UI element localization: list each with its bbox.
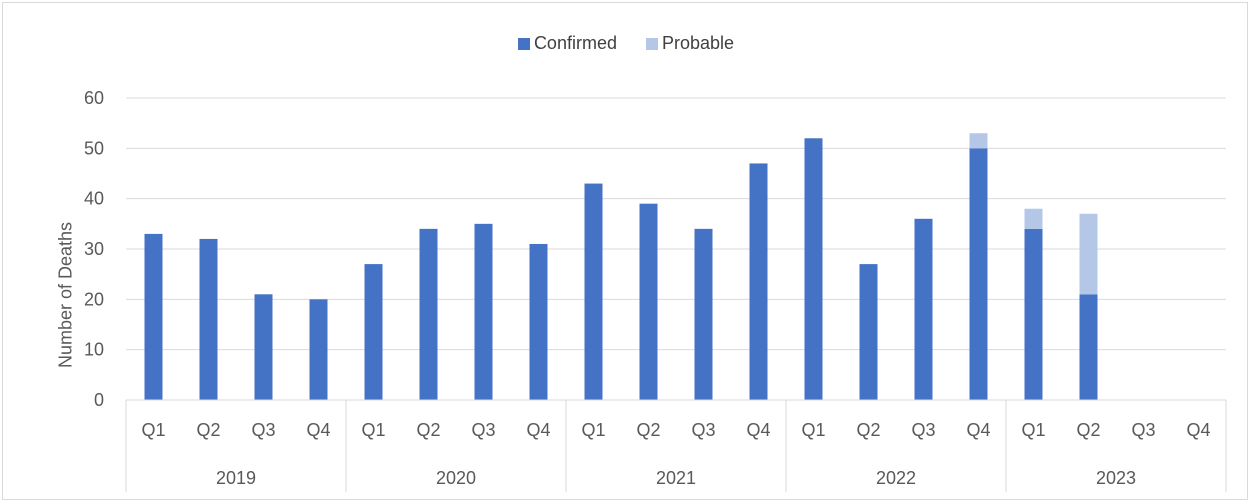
x-tick-label: Q4: [526, 420, 550, 440]
x-tick-label: Q2: [636, 420, 660, 440]
x-group-label: 2020: [436, 468, 476, 488]
chart-legend: Confirmed Probable: [0, 33, 1252, 55]
y-tick-label: 0: [94, 390, 104, 410]
x-tick-label: Q3: [471, 420, 495, 440]
y-tick-label: 10: [84, 340, 104, 360]
legend-label-confirmed: Confirmed: [533, 33, 617, 53]
bar-probable: [1079, 213, 1098, 295]
legend-swatch-confirmed: [517, 37, 530, 50]
bar-confirmed: [199, 238, 218, 400]
x-tick-label: Q4: [966, 420, 990, 440]
x-tick-label: Q3: [1131, 420, 1155, 440]
y-tick-label: 40: [84, 189, 104, 209]
bar-confirmed: [529, 243, 548, 400]
bar-probable: [1024, 208, 1043, 229]
legend-swatch-probable: [645, 37, 658, 50]
y-tick-label: 50: [84, 138, 104, 158]
x-tick-label: Q3: [691, 420, 715, 440]
legend-item-confirmed: Confirmed: [517, 33, 617, 54]
bar-confirmed: [144, 233, 163, 400]
x-tick-label: Q2: [416, 420, 440, 440]
bar-confirmed: [254, 294, 273, 400]
x-tick-label: Q2: [1076, 420, 1100, 440]
bar-confirmed: [914, 218, 933, 400]
x-tick-label: Q4: [746, 420, 770, 440]
bar-confirmed: [1079, 294, 1098, 400]
x-tick-label: Q1: [141, 420, 165, 440]
bar-confirmed: [694, 228, 713, 400]
x-tick-label: Q2: [196, 420, 220, 440]
x-tick-label: Q4: [1186, 420, 1210, 440]
x-tick-label: Q3: [911, 420, 935, 440]
legend-label-probable: Probable: [661, 33, 735, 53]
bar-confirmed: [584, 183, 603, 400]
x-group-label: 2022: [876, 468, 916, 488]
bar-confirmed: [1024, 228, 1043, 400]
y-tick-label: 20: [84, 289, 104, 309]
y-tick-label: 30: [84, 239, 104, 259]
bar-confirmed: [419, 228, 438, 400]
y-tick-label: 60: [84, 88, 104, 108]
x-tick-label: Q2: [856, 420, 880, 440]
x-group-label: 2021: [656, 468, 696, 488]
x-tick-label: Q3: [251, 420, 275, 440]
bar-confirmed: [859, 264, 878, 400]
legend-item-probable: Probable: [645, 33, 735, 54]
x-tick-label: Q1: [581, 420, 605, 440]
x-tick-label: Q1: [1021, 420, 1045, 440]
x-tick-label: Q1: [801, 420, 825, 440]
bar-confirmed: [309, 299, 328, 400]
bar-confirmed: [639, 203, 658, 400]
bar-confirmed: [749, 163, 768, 400]
x-tick-label: Q1: [361, 420, 385, 440]
bar-probable: [969, 133, 988, 149]
x-tick-label: Q4: [306, 420, 330, 440]
bar-confirmed: [969, 148, 988, 400]
bar-confirmed: [474, 223, 493, 400]
bar-confirmed: [364, 264, 383, 400]
x-group-label: 2019: [216, 468, 256, 488]
x-group-label: 2023: [1096, 468, 1136, 488]
bar-confirmed: [804, 138, 823, 400]
